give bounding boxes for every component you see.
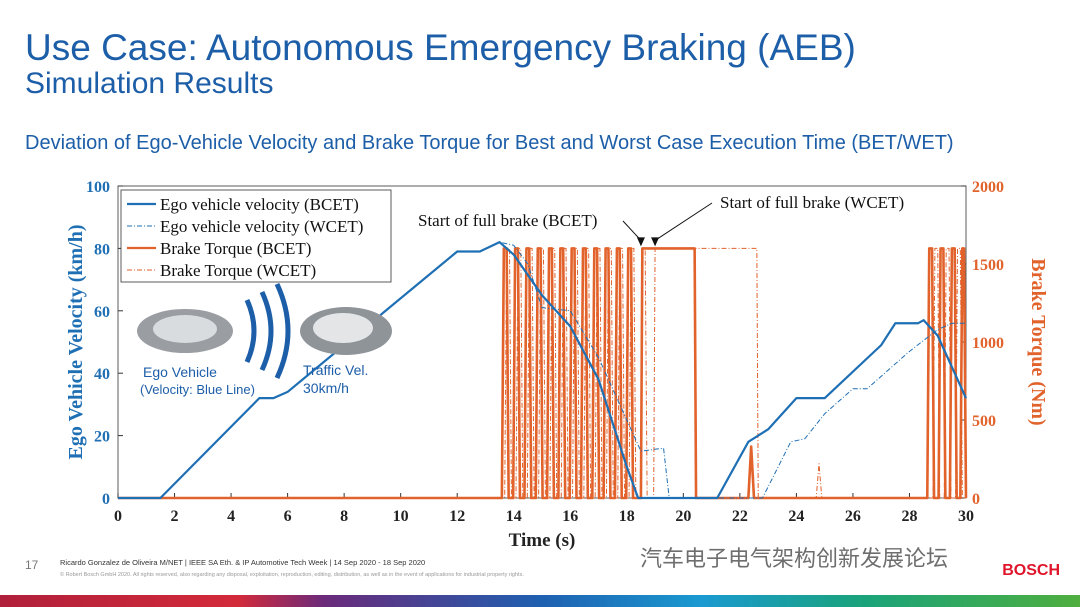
x-tick-label: 8 — [340, 508, 348, 525]
ego-car-roof — [153, 315, 217, 343]
page-number: 17 — [25, 558, 39, 572]
legend-label: Brake Torque (WCET) — [160, 261, 316, 280]
y-tick-label: 80 — [94, 241, 110, 258]
legend-label: Ego vehicle velocity (WCET) — [160, 217, 363, 236]
color-band — [0, 595, 1080, 607]
y-tick-label: 20 — [94, 429, 110, 446]
x-tick-label: 12 — [449, 508, 465, 525]
legend-box — [120, 189, 392, 283]
x-axis-title: Time (s) — [509, 530, 576, 551]
y2-axis-title: Brake Torque (Nm) — [1027, 258, 1049, 425]
title: Use Case: Autonomous Emergency Braking (… — [25, 27, 856, 68]
x-tick-label: 18 — [619, 508, 635, 525]
y2-tick-label: 1000 — [972, 335, 1004, 352]
heading: Deviation of Ego-Vehicle Velocity and Br… — [25, 132, 954, 154]
traffic-label: Traffic Vel. — [303, 362, 368, 378]
x-tick-label: 6 — [284, 508, 292, 525]
x-tick-label: 16 — [562, 508, 578, 525]
x-tick-label: 30 — [958, 508, 974, 525]
y-axis-title: Ego Vehicle Velocity (km/h) — [65, 224, 87, 459]
legend-label: Ego vehicle velocity (BCET) — [160, 195, 359, 214]
annotation-arrow — [622, 220, 642, 241]
brand: BOSCH — [1002, 562, 1060, 579]
y-tick-label: 60 — [94, 304, 110, 321]
author: Ricardo Gonzalez de Oliveira M/NET | IEE… — [60, 558, 425, 567]
series-line — [118, 241, 968, 500]
copyright: © Robert Bosch GmbH 2020. All rights res… — [60, 571, 524, 578]
annotation: Start of full brake (BCET) — [418, 211, 597, 230]
y2-tick-label: 500 — [972, 413, 996, 430]
radar-waves — [244, 282, 291, 380]
x-tick-label: 2 — [171, 508, 179, 525]
x-tick-label: 28 — [901, 508, 917, 525]
y2-tick-label: 2000 — [972, 179, 1004, 196]
series-line — [118, 247, 966, 499]
y2-tick-label: 0 — [972, 491, 980, 508]
annotation-arrow — [654, 202, 713, 241]
legend-label: Brake Torque (BCET) — [160, 239, 311, 258]
series-line — [118, 241, 966, 499]
x-tick-label: 14 — [506, 508, 522, 525]
series-line — [118, 247, 968, 500]
x-tick-label: 10 — [393, 508, 409, 525]
y-tick-label: 0 — [102, 491, 110, 508]
x-tick-label: 20 — [675, 508, 691, 525]
annotation-arrowhead — [636, 237, 645, 247]
x-tick-label: 4 — [227, 508, 235, 525]
chart: 0 2 4 6 8 10 12 14 16 18 20 22 24 26 28 300204060801000… — [65, 179, 1049, 551]
annotation: Start of full brake (WCET) — [720, 193, 904, 212]
ego-label: Ego Vehicle — [143, 364, 217, 380]
x-tick-label: 22 — [732, 508, 748, 525]
illustration: Ego Vehicle (Velocity: Blue Line) Traffi… — [137, 282, 392, 397]
ego-note: (Velocity: Blue Line) — [140, 382, 255, 397]
y2-tick-label: 1500 — [972, 257, 1004, 274]
x-tick-label: 0 — [114, 508, 122, 525]
y-tick-label: 100 — [86, 179, 110, 196]
subtitle: Simulation Results — [25, 67, 273, 100]
traffic-car-roof — [313, 313, 373, 343]
annotation-arrowhead — [651, 237, 660, 247]
watermark: 汽车电子电气架构创新发展论坛 — [640, 546, 948, 571]
x-tick-label: 26 — [845, 508, 861, 525]
y-tick-label: 40 — [94, 366, 110, 383]
x-tick-label: 24 — [788, 508, 804, 525]
traffic-speed: 30km/h — [303, 380, 349, 396]
